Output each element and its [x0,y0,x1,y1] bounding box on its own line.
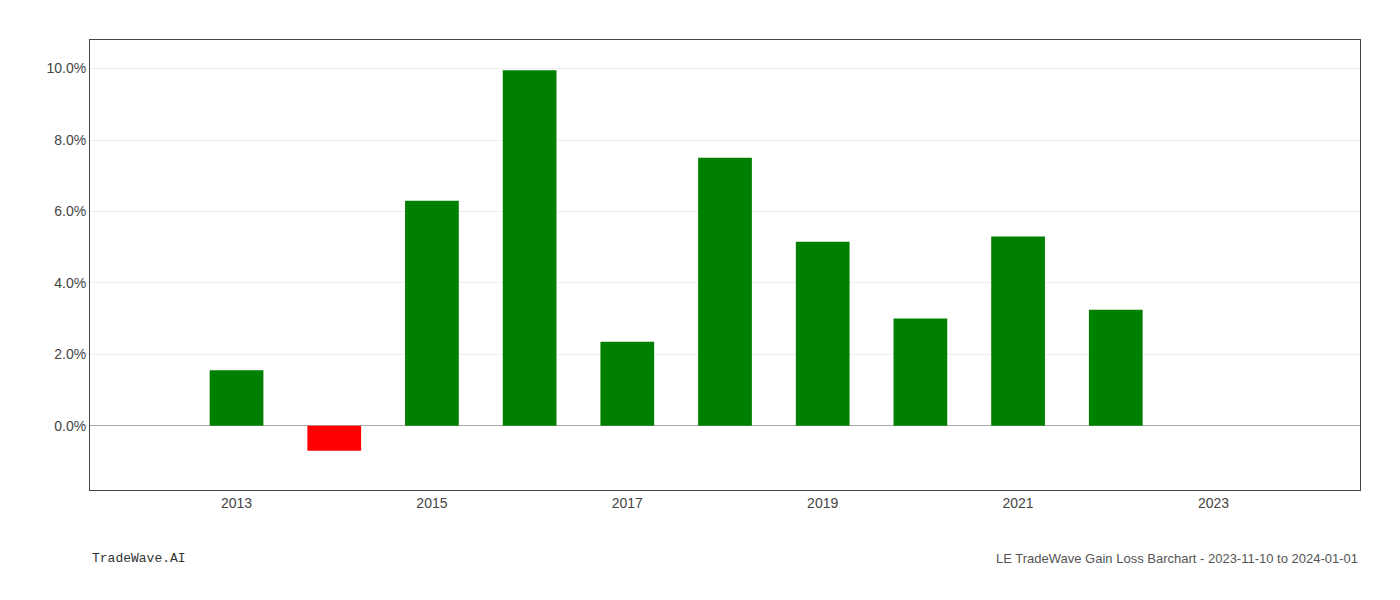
svg-text:2015: 2015 [416,495,447,511]
svg-text:2021: 2021 [1003,495,1034,511]
svg-text:LE TradeWave Gain Loss Barchar: LE TradeWave Gain Loss Barchart - 2023-1… [996,551,1358,566]
svg-text:0.0%: 0.0% [54,418,86,434]
svg-text:2023: 2023 [1198,495,1229,511]
svg-text:2017: 2017 [612,495,643,511]
svg-text:6.0%: 6.0% [54,203,86,219]
svg-text:2.0%: 2.0% [54,346,86,362]
svg-text:2013: 2013 [221,495,252,511]
svg-text:TradeWave.AI: TradeWave.AI [92,551,186,566]
svg-text:4.0%: 4.0% [54,275,86,291]
svg-text:2019: 2019 [807,495,838,511]
svg-text:8.0%: 8.0% [54,132,86,148]
svg-text:10.0%: 10.0% [46,60,86,76]
